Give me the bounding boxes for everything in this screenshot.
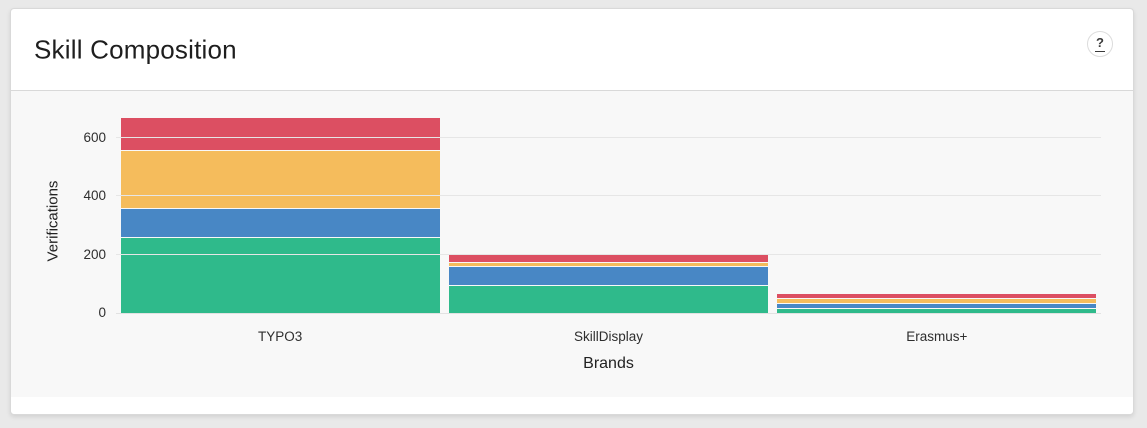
- card-footer: [11, 397, 1133, 414]
- skill-composition-card: Skill Composition ? Verifications TYPO3 S…: [10, 8, 1134, 415]
- bar-segment-orange-segment[interactable]: [120, 150, 440, 209]
- bar-slot-typo3: [116, 112, 444, 313]
- y-axis-title: Verifications: [44, 180, 62, 262]
- bar-segment-green-segment[interactable]: [448, 286, 769, 313]
- help-button[interactable]: ?: [1087, 31, 1113, 57]
- bar-slot-erasmus-: [773, 112, 1101, 313]
- plot-area: TYPO3 SkillDisplay Erasmus+ Brands 0 200 400…: [83, 112, 1101, 372]
- y-tick-label: 200: [83, 246, 106, 262]
- question-mark-icon: ?: [1095, 35, 1105, 53]
- stacked-bar[interactable]: [120, 118, 440, 313]
- stacked-bar[interactable]: [448, 254, 769, 313]
- bar-segment-blue-segment[interactable]: [777, 303, 1097, 309]
- gridline: [116, 137, 1101, 139]
- bar-segment-red-segment[interactable]: [777, 294, 1097, 299]
- bar-segment-red-segment[interactable]: [448, 254, 769, 262]
- x-axis-line: [116, 313, 1101, 314]
- bar-slot-skilldisplay: [444, 112, 772, 313]
- x-labels: TYPO3 SkillDisplay Erasmus+: [116, 329, 1101, 344]
- bar-segment-blue-segment[interactable]: [120, 209, 440, 237]
- bar-segment-green-segment[interactable]: [120, 237, 440, 313]
- x-tick-label: SkillDisplay: [573, 329, 643, 344]
- y-tick-label: 600: [83, 130, 106, 146]
- bar-segment-blue-segment[interactable]: [448, 266, 769, 286]
- gridline: [116, 195, 1101, 197]
- gridline: [116, 253, 1101, 255]
- y-tick-label: 0: [98, 305, 106, 320]
- bars: [116, 112, 1101, 313]
- chart-section: Verifications TYPO3 SkillDisplay Erasmus+ …: [11, 90, 1133, 398]
- x-tick-label: TYPO3: [258, 329, 303, 344]
- card-header: Skill Composition ?: [11, 9, 1133, 90]
- y-tick-label: 400: [83, 188, 106, 204]
- x-axis-title: Brands: [583, 355, 634, 372]
- bar-segment-orange-segment[interactable]: [777, 299, 1097, 303]
- page-title: Skill Composition: [34, 34, 237, 64]
- bar-segment-orange-segment[interactable]: [448, 262, 769, 266]
- bar-segment-red-segment[interactable]: [120, 118, 440, 150]
- stacked-bar[interactable]: [777, 294, 1097, 313]
- bar-segment-green-segment[interactable]: [777, 309, 1097, 313]
- x-tick-label: Erasmus+: [906, 329, 968, 344]
